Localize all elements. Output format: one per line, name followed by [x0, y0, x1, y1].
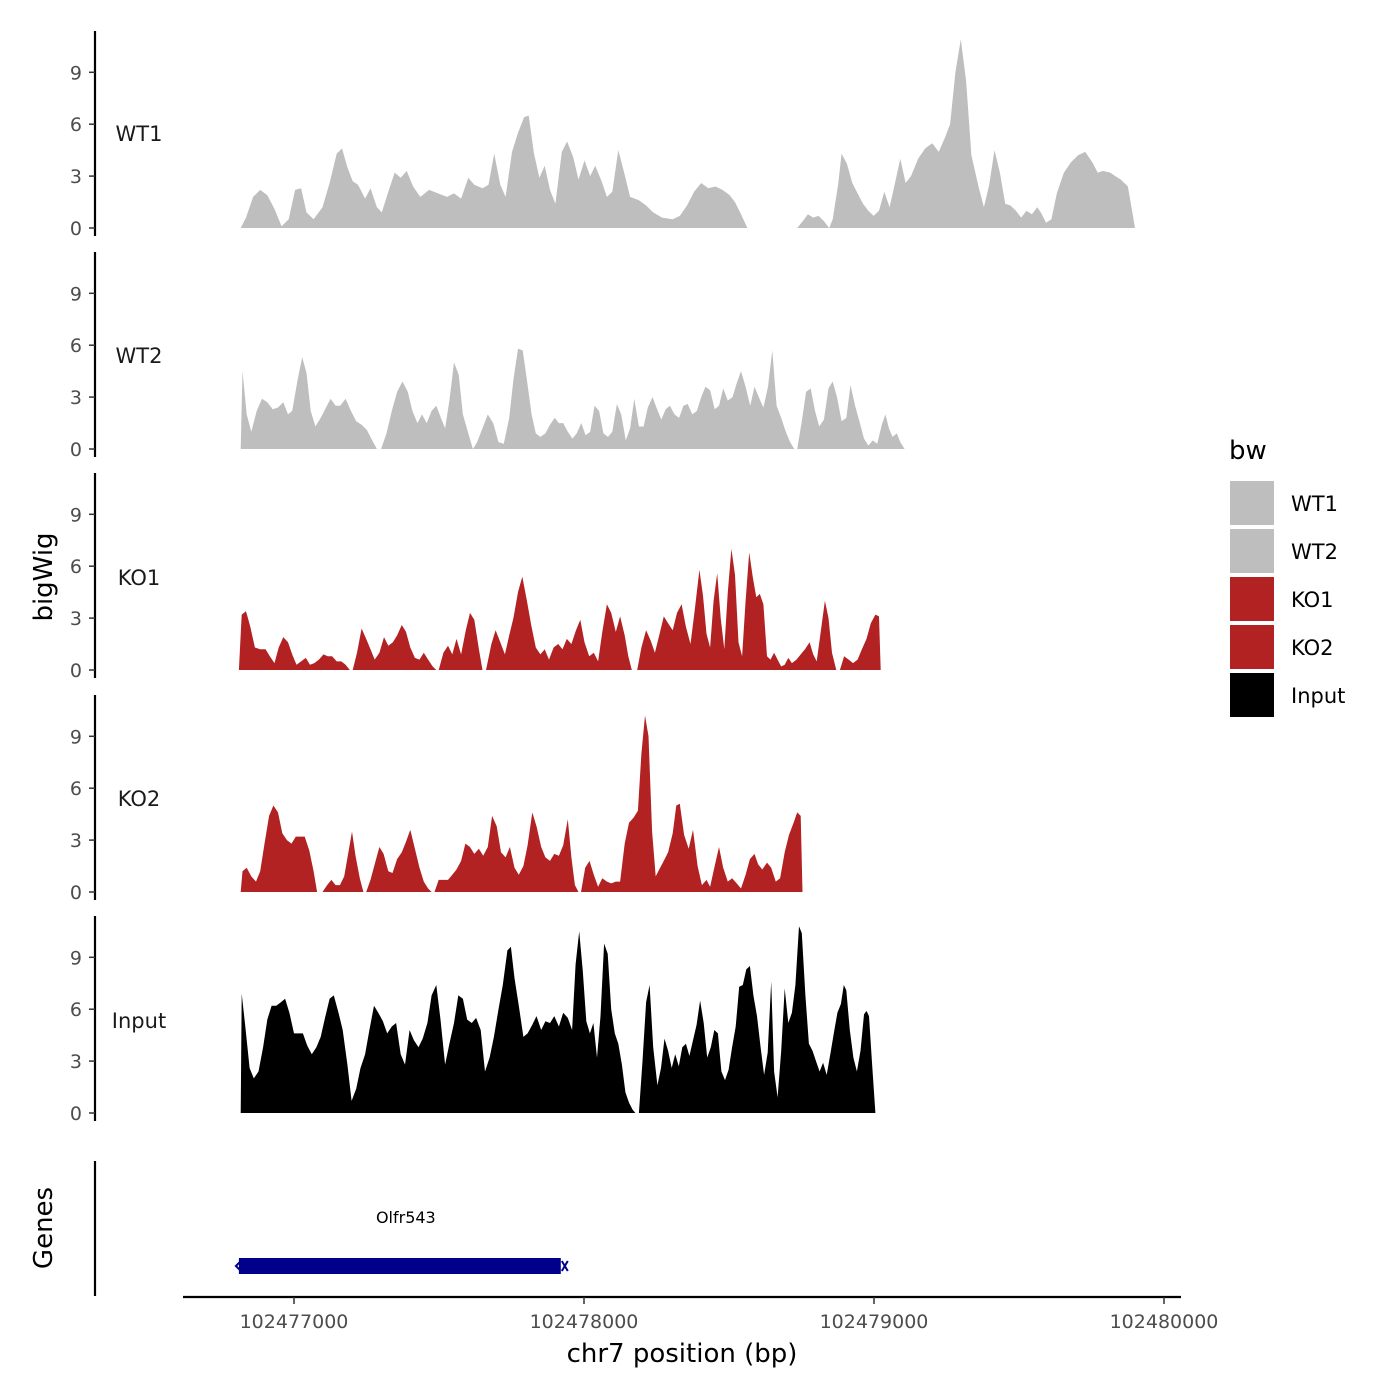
legend-label-ko1: KO1 [1291, 588, 1334, 612]
x-tick-label: 102480000 [1110, 1311, 1219, 1333]
x-axis-title: chr7 position (bp) [567, 1339, 798, 1369]
x-tick-label: 102477000 [240, 1311, 349, 1333]
genes-panel: Olfr543 [93, 1161, 569, 1296]
y-tick-label: 0 [70, 218, 82, 240]
y-tick-label: 9 [70, 947, 82, 969]
y-tick-label: 9 [70, 283, 82, 305]
y-axis-title: bigWig [29, 532, 59, 621]
legend-key-wt1 [1228, 479, 1276, 527]
y-tick-label: 3 [70, 830, 82, 852]
area-wt1 [240, 39, 1135, 229]
gene-strand-arrow [234, 1260, 242, 1272]
legend-key-ko2 [1228, 623, 1276, 671]
y-tick-label: 0 [70, 882, 82, 904]
gene-body [238, 1258, 561, 1274]
track-label-wt2: WT2 [116, 344, 163, 368]
y-tick-label: 3 [70, 387, 82, 409]
y-tick-label: 3 [70, 608, 82, 630]
legend-key-input [1228, 671, 1276, 719]
legend-key-ko1 [1228, 575, 1276, 623]
track-ko2: 0 3 6 9 KO2 [70, 695, 803, 904]
y-tick-label: 6 [70, 999, 82, 1021]
legend-title: bw [1229, 436, 1267, 466]
track-input: 0 3 6 9 Input [70, 916, 876, 1125]
y-tick-label: 6 [70, 114, 82, 136]
y-tick-label: 3 [70, 1051, 82, 1073]
legend-label-ko2: KO2 [1291, 636, 1334, 660]
y-tick-label: 0 [70, 660, 82, 682]
y-tick-label: 0 [70, 1103, 82, 1125]
genes-panel-title: Genes [29, 1187, 59, 1269]
y-tick-label: 6 [70, 335, 82, 357]
area-ko1 [238, 548, 881, 670]
track-wt1: 0 3 6 9 WT1 [70, 31, 1135, 240]
track-label-input: Input [112, 1009, 166, 1033]
track-label-wt1: WT1 [116, 122, 163, 146]
legend-key-wt2 [1228, 527, 1276, 575]
x-tick-label: 102478000 [530, 1311, 639, 1333]
area-wt2 [240, 348, 905, 449]
y-tick-label: 9 [70, 62, 82, 84]
area-ko2 [240, 715, 803, 892]
y-tick-label: 9 [70, 726, 82, 748]
track-label-ko1: KO1 [118, 566, 161, 590]
track-ko1: 0 3 6 9 KO1 [70, 473, 881, 682]
y-tick-label: 6 [70, 778, 82, 800]
gene-label: Olfr543 [376, 1208, 436, 1227]
area-input [240, 926, 876, 1113]
gene-end-mark [560, 1260, 569, 1272]
y-tick-label: 6 [70, 556, 82, 578]
x-axis: 102477000 102478000 102479000 102480000 [183, 1295, 1219, 1333]
legend-label-input: Input [1291, 684, 1345, 708]
legend-label-wt2: WT2 [1291, 540, 1338, 564]
tracks-layer: 0 3 6 9 WT1 0 3 6 9 WT2 0 3 6 9 KO1 0 3 6 9 KO2 0 3 6 9 Input [70, 31, 1135, 1125]
y-tick-label: 9 [70, 504, 82, 526]
track-label-ko2: KO2 [118, 787, 161, 811]
legend-label-wt1: WT1 [1291, 492, 1338, 516]
track-wt2: 0 3 6 9 WT2 [70, 252, 905, 461]
x-tick-label: 102479000 [820, 1311, 929, 1333]
y-tick-label: 3 [70, 166, 82, 188]
legend: WT1 WT2 KO1 KO2 Input [1228, 479, 1345, 719]
y-tick-label: 0 [70, 439, 82, 461]
